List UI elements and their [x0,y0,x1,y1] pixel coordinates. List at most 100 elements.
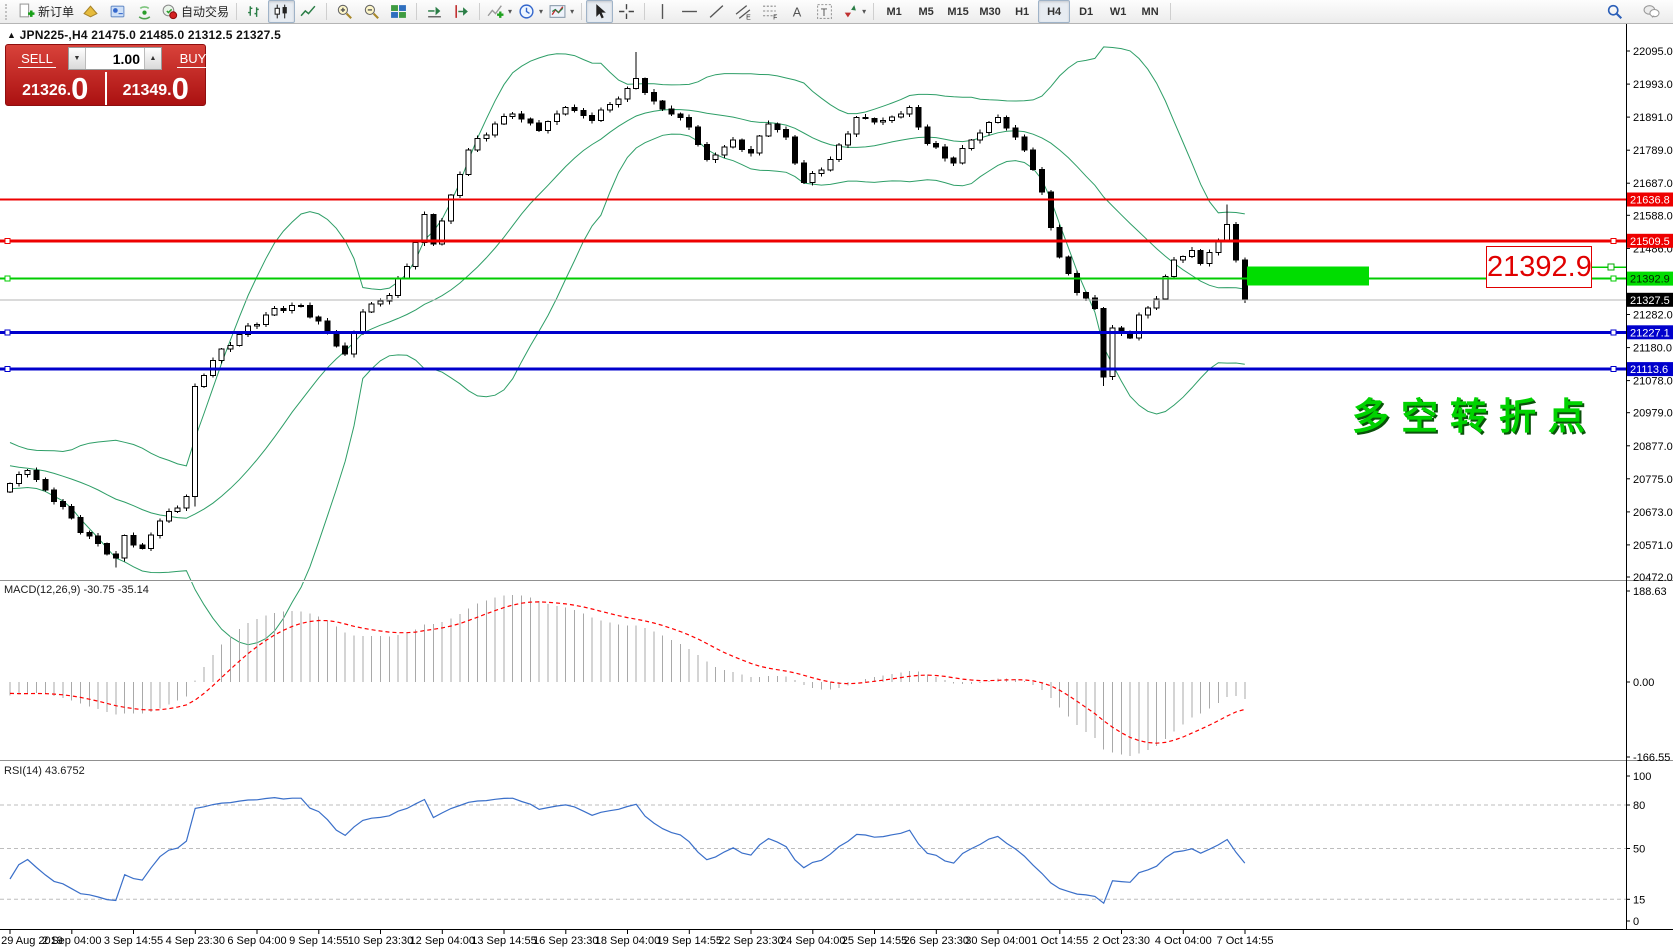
timeframe-h1[interactable]: H1 [1015,5,1030,18]
indicators-button[interactable]: ▾ [484,0,515,23]
timeframe-d1[interactable]: D1 [1079,5,1094,18]
dropdown-arrow-icon: ▾ [508,7,513,16]
turning-point-note[interactable]: 多空转折点 [1352,396,1597,437]
chart-shift-icon [453,3,470,20]
svg-text:E: E [746,14,751,20]
timeframe-group: M1 M5 M15 M30 H1 H4 D1 W1 MN [878,0,1166,23]
chart-shift-button[interactable] [448,0,475,23]
price-tick: 21891.0 [1633,112,1673,124]
auto-scroll-button[interactable] [421,0,448,23]
time-label: 18 Sep 04:00 [595,935,660,947]
metaeditor-button[interactable] [77,0,104,23]
time-label: 9 Sep 14:55 [289,935,348,947]
fibonacci-button[interactable]: F [757,0,784,23]
toolbar-separator [1170,3,1172,20]
price-tick: 21078.0 [1633,376,1673,388]
symbol-ohlc-header: ▲ JPN225-,H4 21475.0 21485.0 21312.5 213… [7,28,281,42]
dropdown-arrow-icon: ▾ [570,7,575,16]
signals-button[interactable] [131,0,158,23]
toolbar-separator [326,3,328,20]
arrows-icon [841,3,858,20]
one-click-trading-panel: SELL ▼ ▲ BUY 21326.0 21349.0 [5,44,210,106]
vertical-line-button[interactable] [649,0,676,23]
price-tick: 20571.0 [1633,540,1673,552]
timeframe-w1[interactable]: W1 [1109,5,1127,18]
toolbar-gripper[interactable] [5,3,11,20]
chat-icon [1643,3,1660,20]
trendline-button[interactable] [703,0,730,23]
dropdown-arrow-icon: ▾ [862,7,867,16]
price-note-box[interactable]: 21392.9 [1486,246,1592,288]
rsi-scale-tick: 15 [1633,894,1645,906]
timeframe-m15[interactable]: M15 [947,5,969,18]
zoom-out-button[interactable] [358,0,385,23]
horizontal-line-button[interactable] [676,0,703,23]
line-chart-icon [300,3,317,20]
time-label: 10 Sep 23:30 [348,935,413,947]
sell-price[interactable]: 21326. 0 [22,71,89,106]
time-label: 2 Sep 04:00 [42,935,101,947]
macd-signal-line [9,601,1245,744]
price-badge: 21227.1 [1630,327,1670,339]
price-tick: 20979.0 [1633,408,1673,420]
autotrading-button[interactable]: 自动交易 [158,0,232,23]
timeframe-h4[interactable]: H4 [1038,0,1071,23]
svg-text:T: T [821,7,828,19]
search-icon [1606,3,1623,20]
crosshair-button[interactable] [613,0,640,23]
new-order-button[interactable]: 新订单 [15,0,77,23]
price-badges: 21636.8 21509.5 21392.9 21327.5 21227.1 21113… [1627,192,1673,377]
time-label: 4 Sep 23:30 [166,935,225,947]
price-badge: 21392.9 [1630,274,1670,286]
periods-button[interactable]: ▾ [515,0,546,23]
volume-decrease-button[interactable]: ▼ [69,48,86,69]
buy-price[interactable]: 21349. 0 [104,72,206,105]
price-tick: 21180.0 [1633,343,1672,355]
tile-windows-button[interactable] [385,0,412,23]
zoom-in-icon [336,3,353,20]
buy-button[interactable]: BUY [162,51,224,68]
time-label: 1 Oct 14:55 [1031,935,1088,947]
new-order-icon [18,3,35,20]
sell-button[interactable]: SELL [6,51,68,68]
trade-panel-price-row: 21326. 0 21349. 0 [6,72,205,105]
timeframe-m5[interactable]: M5 [918,5,934,18]
time-label: 30 Sep 04:00 [965,935,1030,947]
toolbar-separator [236,3,238,20]
equidistant-channel-button[interactable]: E [730,0,757,23]
strategy-tester-button[interactable] [104,0,131,23]
toolbar-separator [873,3,875,20]
timeframe-m30[interactable]: M30 [979,5,1001,18]
toolbar-right [1601,0,1673,23]
arrows-button[interactable]: ▾ [838,0,869,23]
price-tick: 20472.0 [1633,572,1673,584]
time-label: 29 Aug 2019 [1,935,63,947]
volume-increase-button[interactable]: ▲ [144,48,161,69]
price-axis[interactable]: 22095.0 21993.0 21891.0 21789.0 21687.0 21588… [1626,46,1673,928]
text-label-button[interactable]: T [811,0,838,23]
price-tick: 21789.0 [1633,145,1673,157]
collapse-icon[interactable]: ▲ [7,30,17,40]
autotrading-icon [161,3,178,20]
vertical-line-icon [654,3,671,20]
rsi-scale-tick: 50 [1633,844,1645,856]
text-button[interactable]: A [784,0,811,23]
timeframe-m1[interactable]: M1 [886,5,902,18]
svg-text:A: A [793,4,802,19]
templates-button[interactable]: ▾ [546,0,577,23]
bar-chart-button[interactable] [241,0,268,23]
zoom-in-button[interactable] [331,0,358,23]
cursor-button[interactable] [586,0,614,23]
line-chart-button[interactable] [295,0,322,23]
time-label: 4 Oct 04:00 [1155,935,1212,947]
indicators-icon [487,3,504,20]
candlestick-chart-button[interactable] [268,0,296,23]
volume-input[interactable] [86,48,144,69]
search-button[interactable] [1601,0,1628,23]
price-tick: 20673.0 [1633,507,1673,519]
toolbar-separator [581,3,583,20]
chat-button[interactable] [1638,0,1665,23]
timeframe-mn[interactable]: MN [1141,5,1159,18]
